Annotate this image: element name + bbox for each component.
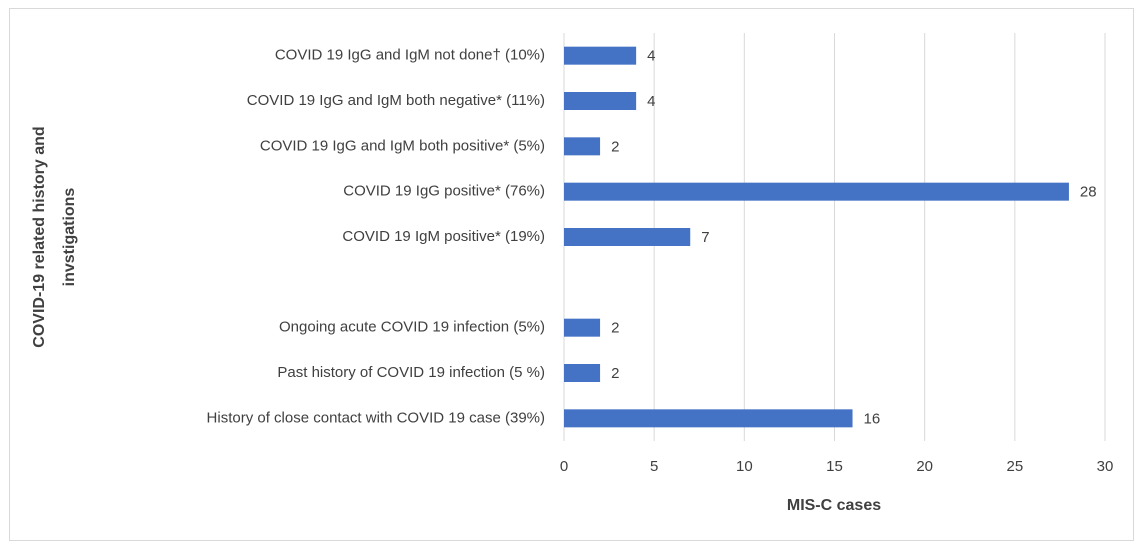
bar bbox=[564, 46, 637, 65]
x-tick-label: 30 bbox=[1097, 458, 1114, 475]
bar bbox=[564, 228, 691, 246]
y-tick-label: COVID 19 IgG and IgM not done† (10%) bbox=[275, 47, 545, 64]
y-tick-label: Past history of COVID 19 infection (5 %) bbox=[277, 364, 545, 381]
bar bbox=[564, 92, 637, 110]
x-tick-label: 15 bbox=[826, 458, 843, 475]
x-tick-label: 0 bbox=[560, 458, 568, 475]
y-tick-label: Ongoing acute COVID 19 infection (5%) bbox=[279, 319, 545, 336]
value-label: 2 bbox=[611, 138, 619, 155]
value-label: 7 bbox=[701, 229, 709, 246]
value-label: 2 bbox=[611, 365, 619, 382]
value-label: 4 bbox=[647, 93, 655, 110]
bar bbox=[564, 409, 853, 428]
value-label: 2 bbox=[611, 320, 619, 337]
y-tick-label: COVID 19 IgM positive* (19%) bbox=[342, 228, 545, 245]
bar bbox=[564, 182, 1069, 201]
y-tick-label: History of close contact with COVID 19 c… bbox=[207, 409, 545, 426]
y-tick-label: COVID 19 IgG and IgM both positive* (5%) bbox=[260, 137, 545, 154]
y-tick-label: COVID 19 IgG positive* (76%) bbox=[343, 183, 545, 200]
x-tick-label: 5 bbox=[650, 458, 658, 475]
value-label: 4 bbox=[647, 48, 655, 65]
y-axis-title: invstigations bbox=[61, 188, 78, 287]
value-label: 16 bbox=[864, 410, 881, 427]
x-tick-label: 25 bbox=[1006, 458, 1023, 475]
x-tick-label: 20 bbox=[916, 458, 933, 475]
bar bbox=[564, 364, 601, 382]
x-axis-title: MIS-C cases bbox=[787, 497, 881, 514]
value-label: 28 bbox=[1080, 184, 1097, 201]
chart-border bbox=[9, 8, 1134, 541]
y-axis-title: COVID-19 related history and bbox=[31, 126, 48, 347]
y-tick-label: COVID 19 IgG and IgM both negative* (11%… bbox=[247, 92, 545, 109]
x-tick-label: 10 bbox=[736, 458, 753, 475]
bar bbox=[564, 318, 601, 337]
bar bbox=[564, 137, 601, 156]
